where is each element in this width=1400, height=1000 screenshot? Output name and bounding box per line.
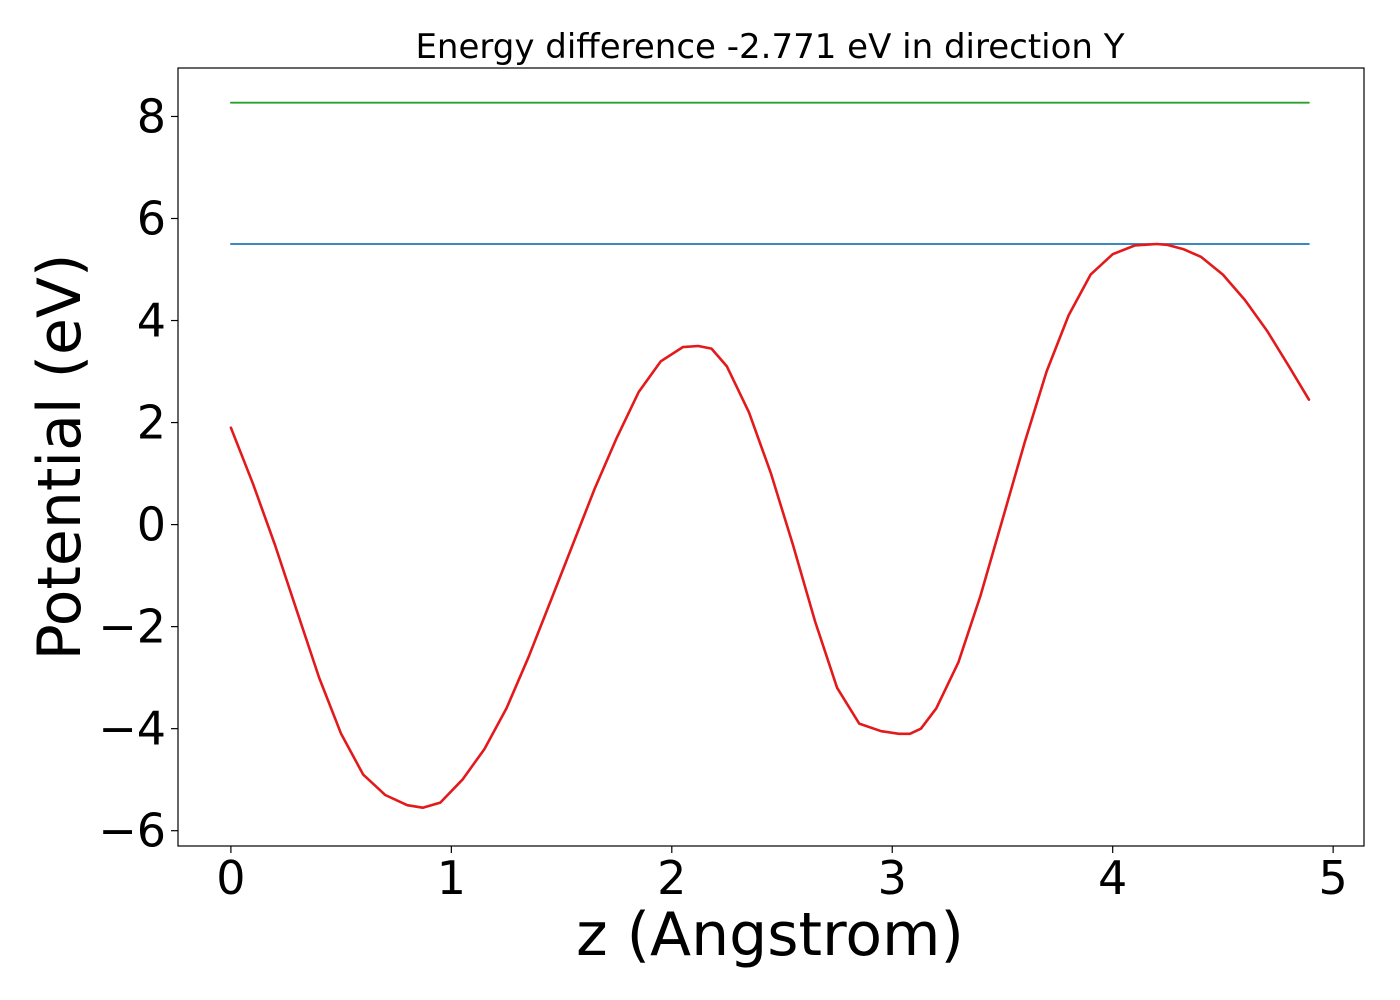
y-axis-label: Potential (eV) — [25, 254, 95, 661]
y-tick-label: −2 — [98, 600, 166, 654]
y-tick-label: −6 — [98, 804, 166, 858]
x-axis-label: z (Angstrom) — [576, 900, 964, 970]
axis-ticks: 0 1 2 3 4 5 −6 −4 −2 0 2 4 6 8 — [98, 89, 1348, 905]
y-tick-label: 2 — [137, 396, 166, 450]
x-tick-label: 2 — [657, 851, 686, 905]
x-tick-label: 0 — [216, 851, 245, 905]
y-tick-label: 4 — [137, 294, 166, 348]
series-line-2 — [229, 242, 1311, 810]
y-tick-label: 0 — [137, 498, 166, 552]
axes-frame — [177, 67, 1365, 847]
x-tick-label: 3 — [878, 851, 907, 905]
x-tick-label: 4 — [1098, 851, 1127, 905]
x-tick-label: 5 — [1318, 851, 1347, 905]
y-tick-label: 6 — [137, 191, 166, 245]
y-tick-label: 8 — [137, 89, 166, 143]
x-tick-label: 1 — [437, 851, 466, 905]
chart-title: Energy difference -2.771 eV in direction… — [415, 27, 1124, 67]
plot-area — [229, 101, 1311, 810]
y-tick-label: −4 — [98, 702, 166, 756]
